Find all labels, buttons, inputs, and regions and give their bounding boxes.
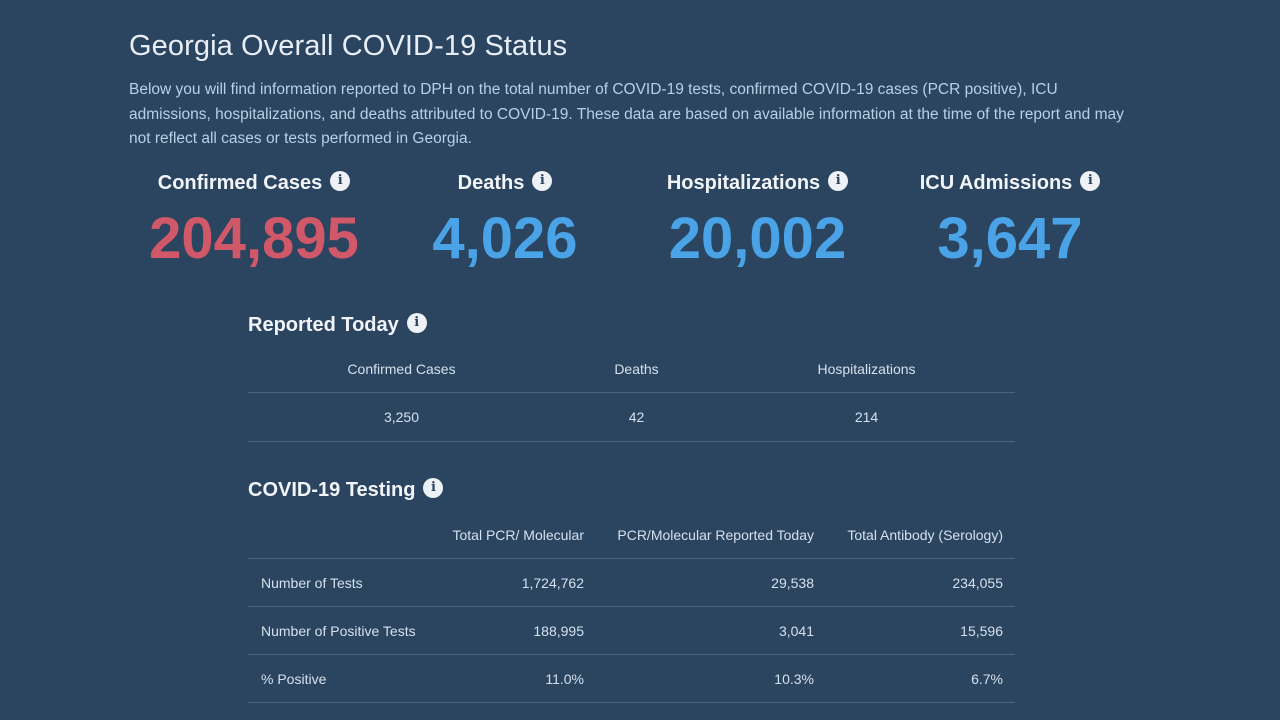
table-cell: 10.3% (596, 654, 826, 703)
page-title: Georgia Overall COVID-19 Status (129, 30, 568, 62)
section-title-text: COVID-19 Testing (248, 479, 416, 501)
table-cell: 42 (555, 392, 718, 442)
table-cell: 3,250 (248, 392, 555, 442)
stat-confirmed-cases: Confirmed Cases i 204,895 (140, 170, 368, 271)
stat-label: ICU Admissions (919, 172, 1073, 194)
testing-table: Total PCR/ Molecular PCR/Molecular Repor… (248, 511, 1015, 703)
table-cell: 188,995 (436, 606, 596, 655)
stat-label: Deaths (457, 172, 525, 194)
column-header: PCR/Molecular Reported Today (596, 511, 826, 559)
row-label: Number of Tests (248, 558, 436, 607)
info-icon[interactable]: i (406, 312, 427, 333)
row-label: % Positive (248, 654, 436, 703)
stat-value: 4,026 (432, 206, 578, 271)
table-row: Number of Tests 1,724,762 29,538 234,055 (248, 558, 1015, 607)
column-header: Confirmed Cases (248, 346, 555, 393)
info-icon[interactable]: i (330, 170, 351, 191)
table-header-row: Total PCR/ Molecular PCR/Molecular Repor… (248, 511, 1015, 559)
stat-hospitalizations: Hospitalizations i 20,002 (650, 170, 865, 271)
table-cell: 11.0% (436, 654, 596, 703)
section-title-text: Reported Today (248, 314, 399, 336)
info-icon[interactable]: i (828, 170, 849, 191)
table-cell: 3,041 (596, 606, 826, 655)
column-header: Total Antibody (Serology) (826, 511, 1015, 559)
column-header: Total PCR/ Molecular (436, 511, 596, 559)
stat-label: Hospitalizations (666, 172, 821, 194)
table-cell: 214 (718, 392, 1015, 442)
column-header (248, 511, 436, 559)
table-row: Number of Positive Tests 188,995 3,041 1… (248, 606, 1015, 655)
column-header: Deaths (555, 346, 718, 393)
testing-heading: COVID-19 Testing i (248, 477, 444, 502)
row-label: Number of Positive Tests (248, 606, 436, 655)
info-icon[interactable]: i (1080, 170, 1101, 191)
stat-value: 204,895 (149, 206, 359, 271)
stat-value: 20,002 (668, 206, 847, 271)
table-row: 3,250 42 214 (248, 392, 1015, 442)
table-cell: 234,055 (826, 558, 1015, 607)
reported-today-heading: Reported Today i (248, 312, 427, 337)
stat-value: 3,647 (937, 206, 1083, 271)
table-header-row: Confirmed Cases Deaths Hospitalizations (248, 346, 1015, 393)
intro-paragraph: Below you will find information reported… (129, 81, 1124, 147)
stat-deaths: Deaths i 4,026 (420, 170, 590, 271)
stat-icu-admissions: ICU Admissions i 3,647 (910, 170, 1110, 271)
info-icon[interactable]: i (532, 170, 553, 191)
reported-today-table: Confirmed Cases Deaths Hospitalizations … (248, 346, 1015, 442)
table-cell: 1,724,762 (436, 558, 596, 607)
stat-label: Confirmed Cases (157, 172, 323, 194)
table-row: % Positive 11.0% 10.3% 6.7% (248, 654, 1015, 703)
column-header: Hospitalizations (718, 346, 1015, 393)
table-cell: 6.7% (826, 654, 1015, 703)
table-cell: 15,596 (826, 606, 1015, 655)
table-cell: 29,538 (596, 558, 826, 607)
info-icon[interactable]: i (423, 477, 444, 498)
